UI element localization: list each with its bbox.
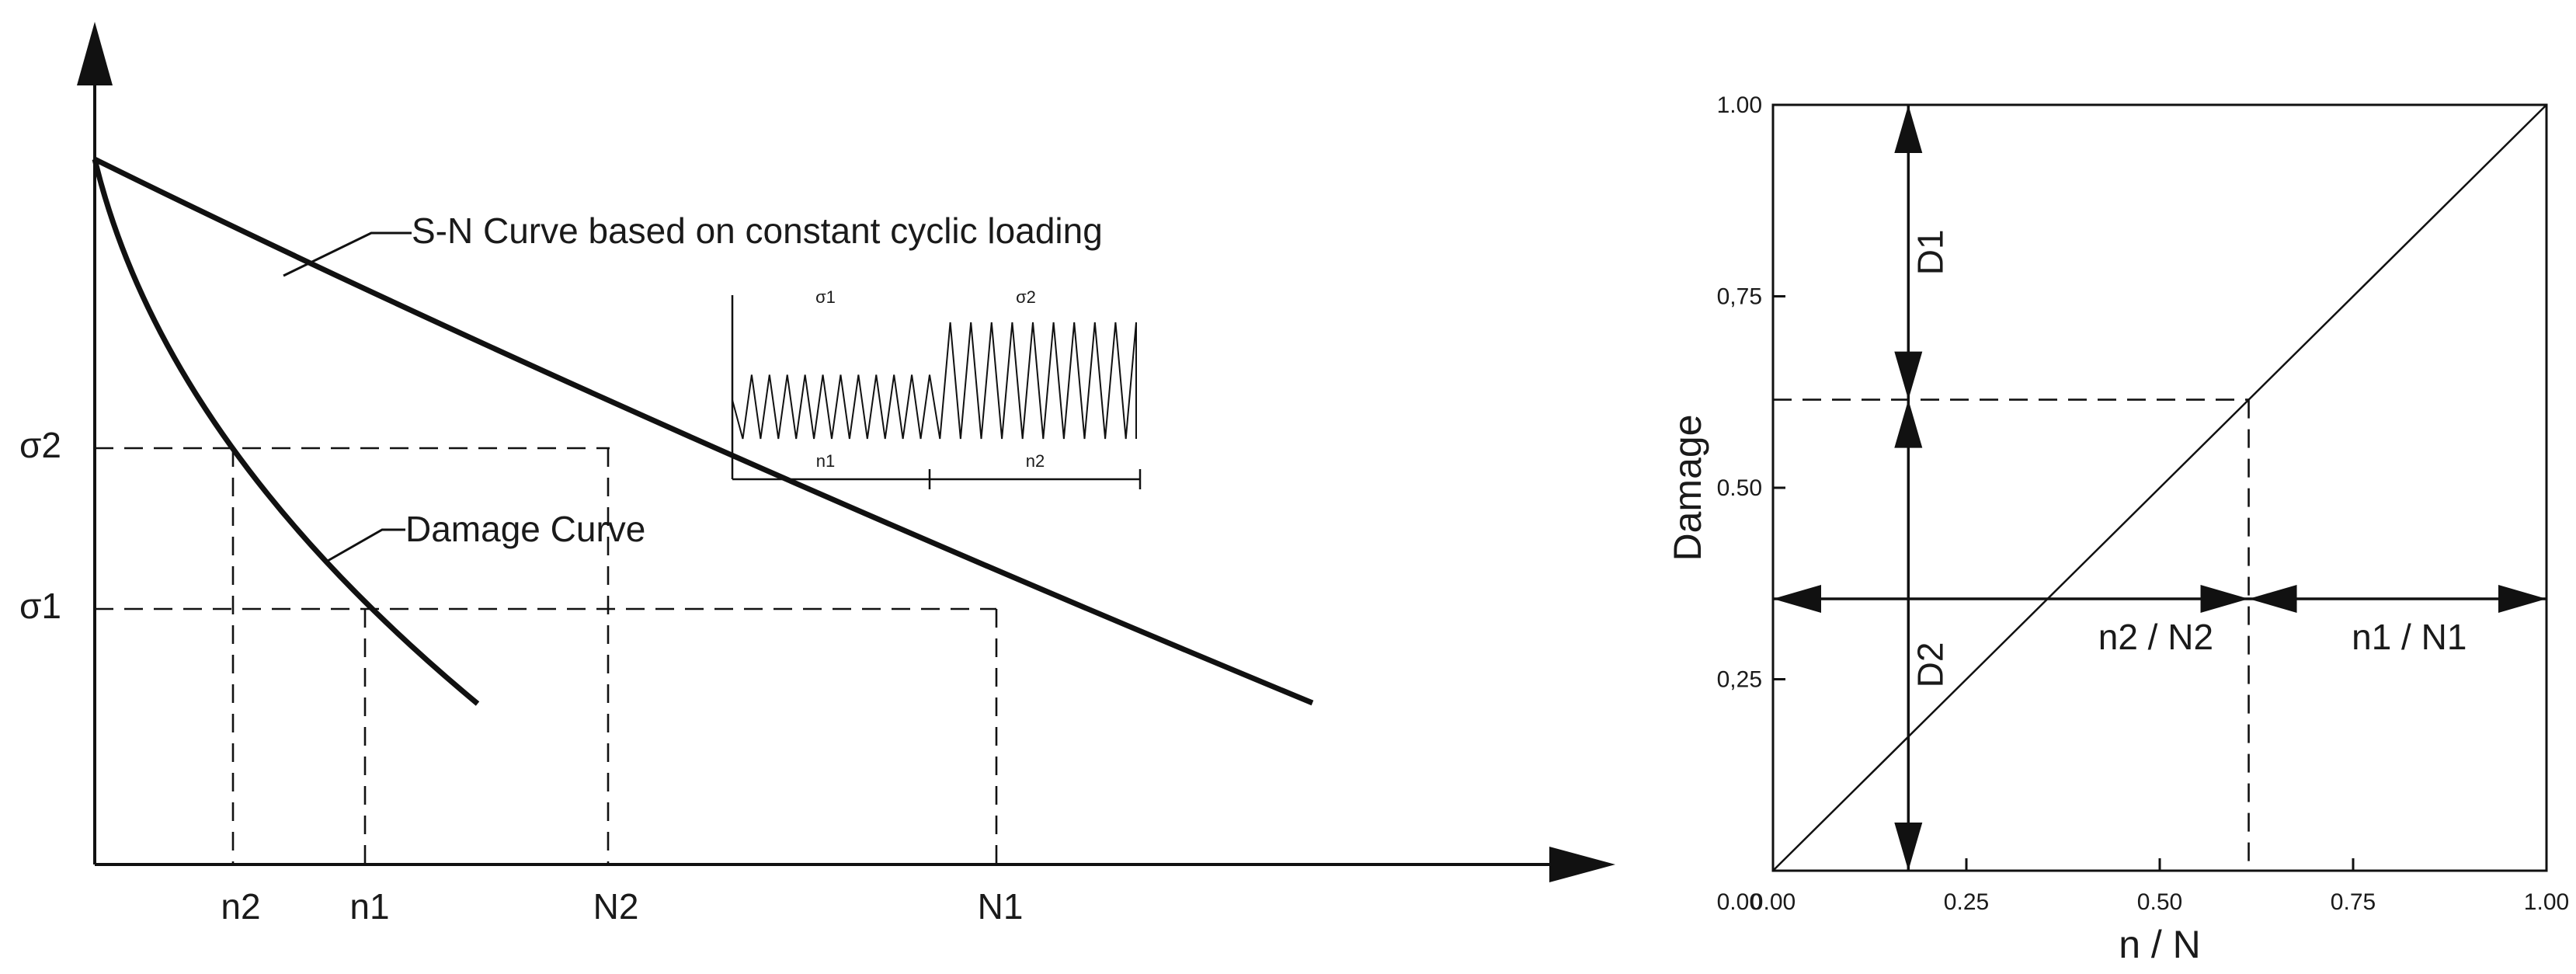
x-tick-label: 0.00	[1750, 889, 1796, 915]
n1N1-left-arrowhead	[2248, 584, 2297, 613]
x-tick-label: 0.50	[2137, 889, 2182, 915]
stress-axis-arrowhead	[77, 22, 113, 85]
y-tick-label: 0.00	[1717, 889, 1762, 915]
D2-top-arrowhead	[1894, 399, 1923, 448]
inset-block2-stress-label: σ2	[1016, 287, 1036, 307]
sn-curve-leader	[283, 231, 412, 277]
sn-curve	[93, 156, 1314, 706]
sn-diagram: S-N Curve based on constant cyclic loadi…	[19, 22, 1615, 927]
D1-top-arrowhead	[1894, 105, 1923, 153]
damage-chart: 0.00 0.25 0.50 0.75 1.00 0.00 0,25 0.50 0,75 1.00…	[1666, 92, 2569, 966]
loading-history-inset: σ1 σ2 n1 n2	[731, 287, 1142, 489]
n1-over-N1-label: n1 / N1	[2352, 617, 2466, 657]
x-tick-label: 1.00	[2524, 889, 2569, 915]
N2-label: N2	[593, 886, 639, 927]
sn-curve-label: S-N Curve based on constant cyclic loadi…	[412, 210, 1103, 251]
loading-history-waveform	[732, 322, 1137, 440]
n2N2-left-arrowhead	[1773, 584, 1821, 613]
damage-curve-label: Damage Curve	[405, 509, 645, 549]
damage-curve	[92, 158, 480, 706]
n2-label: n2	[221, 886, 260, 927]
D2-bottom-arrowhead	[1894, 823, 1923, 871]
n2-over-N2-label: n2 / N2	[2098, 617, 2213, 657]
y-axis-label: Damage	[1666, 415, 1709, 562]
damage-line	[1772, 104, 2547, 871]
sigma1-label: σ1	[19, 586, 61, 626]
cycles-axis-arrowhead	[1549, 847, 1615, 882]
y-tick-label: 0,75	[1717, 284, 1762, 310]
y-tick-label: 0.50	[1717, 475, 1762, 501]
D1-bottom-arrowhead	[1894, 351, 1923, 400]
damage-curve-leader	[327, 528, 405, 562]
x-axis-label: n / N	[2119, 923, 2201, 966]
D2-label: D2	[1910, 642, 1950, 688]
inset-block1-cycles-label: n1	[816, 451, 835, 471]
inset-block1-stress-label: σ1	[815, 287, 836, 307]
n2N2-right-arrowhead	[2200, 584, 2249, 613]
n1N1-right-arrowhead	[2498, 584, 2546, 613]
inset-block2-cycles-label: n2	[1026, 451, 1045, 471]
y-tick-label: 0,25	[1717, 667, 1762, 693]
D1-label: D1	[1910, 229, 1950, 275]
x-tick-label: 0.25	[1944, 889, 1989, 915]
y-tick-label: 1.00	[1717, 92, 1762, 118]
x-tick-label: 0.75	[2331, 889, 2376, 915]
sigma2-label: σ2	[19, 425, 61, 465]
n1-label: n1	[349, 886, 389, 927]
N1-label: N1	[978, 886, 1024, 927]
